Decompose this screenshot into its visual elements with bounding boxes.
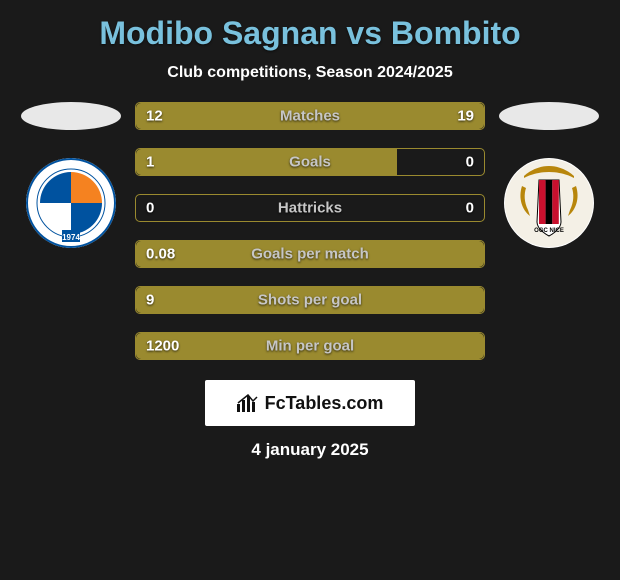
value-right: 19 [457, 108, 474, 125]
value-left: 1 [146, 154, 154, 171]
value-left: 12 [146, 108, 163, 125]
player-photo-placeholder-left [21, 102, 121, 130]
value-right: 0 [466, 154, 474, 171]
svg-text:1974: 1974 [62, 233, 80, 242]
stat-label: Shots per goal [258, 292, 362, 309]
bar-left [136, 149, 397, 175]
club-badge-right: OGC NICE [504, 158, 594, 248]
stat-row-spg: 9 Shots per goal [135, 286, 485, 314]
value-left: 9 [146, 292, 154, 309]
bar-chart-icon [237, 394, 259, 412]
stat-row-goals: 1 Goals 0 [135, 148, 485, 176]
club-badge-left: 1974 [26, 158, 116, 248]
stat-row-gpm: 0.08 Goals per match [135, 240, 485, 268]
stat-label: Min per goal [266, 338, 354, 355]
stat-row-mpg: 1200 Min per goal [135, 332, 485, 360]
left-side: 1974 [21, 102, 121, 248]
stat-row-matches: 12 Matches 19 [135, 102, 485, 130]
subtitle: Club competitions, Season 2024/2025 [0, 64, 620, 82]
date-label: 4 january 2025 [0, 440, 620, 460]
value-left: 1200 [146, 338, 179, 355]
stat-label: Goals [289, 154, 331, 171]
nice-crest-icon: OGC NICE [504, 158, 594, 248]
comparison-card: Modibo Sagnan vs Bombito Club competitio… [0, 0, 620, 470]
main-row: 1974 12 Matches 19 1 Goals 0 [0, 102, 620, 360]
brand-badge[interactable]: FcTables.com [205, 380, 415, 426]
stat-label: Hattricks [278, 200, 342, 217]
page-title: Modibo Sagnan vs Bombito [0, 15, 620, 52]
value-left: 0 [146, 200, 154, 217]
svg-text:OGC NICE: OGC NICE [534, 228, 564, 234]
brand-label: FcTables.com [265, 393, 384, 414]
value-right: 0 [466, 200, 474, 217]
montpellier-crest-icon: 1974 [26, 158, 116, 248]
stat-label: Matches [280, 108, 340, 125]
stat-rows: 12 Matches 19 1 Goals 0 0 Hattricks 0 [135, 102, 485, 360]
right-side: OGC NICE [499, 102, 599, 248]
stat-label: Goals per match [251, 246, 369, 263]
stat-row-hattricks: 0 Hattricks 0 [135, 194, 485, 222]
value-left: 0.08 [146, 246, 175, 263]
player-photo-placeholder-right [499, 102, 599, 130]
